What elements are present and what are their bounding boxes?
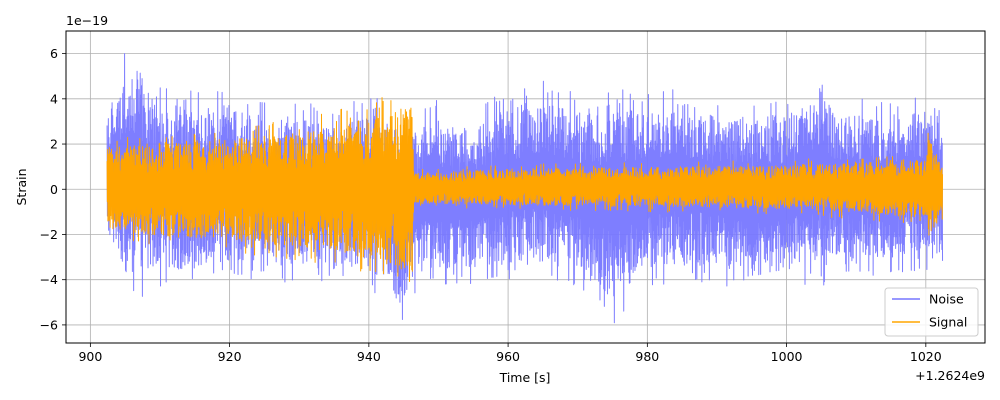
x-tick-label: 900 — [78, 349, 102, 364]
y-axis: −6 −4 −2 0 2 4 6 — [40, 46, 66, 332]
y-tick-label: 6 — [50, 46, 58, 61]
legend: Noise Signal — [884, 287, 979, 337]
x-tick-label: 920 — [218, 349, 242, 364]
signal-series — [106, 97, 944, 282]
y-scale-label: 1e−19 — [66, 13, 108, 28]
y-tick-label: −4 — [40, 272, 58, 287]
y-tick-label: −2 — [40, 227, 58, 242]
x-tick-label: 960 — [496, 349, 520, 364]
legend-box — [884, 287, 979, 337]
x-offset-label: +1.2624e9 — [915, 368, 985, 383]
x-axis: 900 920 940 960 980 1000 1020 — [78, 343, 942, 364]
x-tick-label: 980 — [635, 349, 659, 364]
x-tick-label: 1000 — [771, 349, 803, 364]
legend-noise-label: Noise — [929, 292, 964, 307]
y-tick-label: −6 — [40, 317, 58, 332]
x-tick-label: 940 — [357, 349, 381, 364]
plot-frame — [65, 30, 986, 344]
y-axis-label: Strain — [14, 168, 29, 205]
y-tick-label: 4 — [50, 91, 58, 106]
x-tick-label: 1020 — [910, 349, 942, 364]
data-layer — [106, 53, 944, 324]
series-line-signal — [106, 97, 944, 282]
legend-signal-label: Signal — [929, 315, 967, 330]
x-axis-label: Time [s] — [499, 370, 551, 385]
y-tick-label: 0 — [50, 182, 58, 197]
y-tick-label: 2 — [50, 137, 58, 152]
